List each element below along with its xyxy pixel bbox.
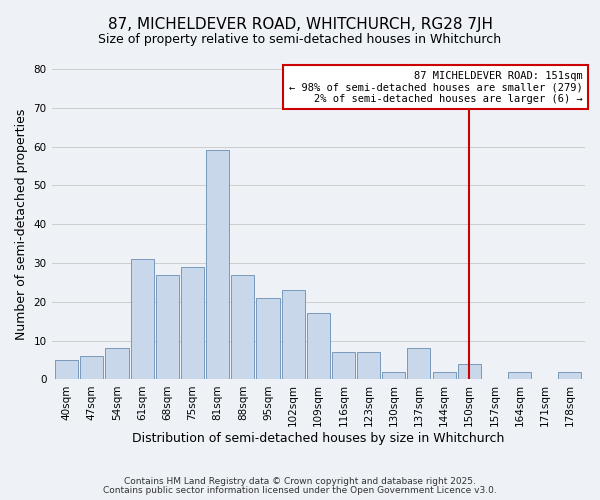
Bar	[181, 267, 204, 380]
Text: 87 MICHELDEVER ROAD: 151sqm
← 98% of semi-detached houses are smaller (279)
2% o: 87 MICHELDEVER ROAD: 151sqm ← 98% of sem…	[289, 70, 583, 104]
Bar	[458, 364, 481, 380]
Bar	[80, 356, 103, 380]
Bar	[407, 348, 430, 380]
Bar	[206, 150, 229, 380]
Bar	[256, 298, 280, 380]
Bar	[382, 372, 406, 380]
Bar	[55, 360, 78, 380]
Text: Size of property relative to semi-detached houses in Whitchurch: Size of property relative to semi-detach…	[98, 32, 502, 46]
Bar	[156, 274, 179, 380]
Bar	[131, 259, 154, 380]
Bar	[559, 372, 581, 380]
Text: Contains HM Land Registry data © Crown copyright and database right 2025.: Contains HM Land Registry data © Crown c…	[124, 477, 476, 486]
Text: 87, MICHELDEVER ROAD, WHITCHURCH, RG28 7JH: 87, MICHELDEVER ROAD, WHITCHURCH, RG28 7…	[107, 18, 493, 32]
Bar	[332, 352, 355, 380]
Bar	[106, 348, 128, 380]
Bar	[508, 372, 531, 380]
Bar	[433, 372, 455, 380]
Text: Contains public sector information licensed under the Open Government Licence v3: Contains public sector information licen…	[103, 486, 497, 495]
Y-axis label: Number of semi-detached properties: Number of semi-detached properties	[15, 108, 28, 340]
Bar	[357, 352, 380, 380]
X-axis label: Distribution of semi-detached houses by size in Whitchurch: Distribution of semi-detached houses by …	[132, 432, 505, 445]
Bar	[231, 274, 254, 380]
Bar	[281, 290, 305, 380]
Bar	[307, 314, 330, 380]
